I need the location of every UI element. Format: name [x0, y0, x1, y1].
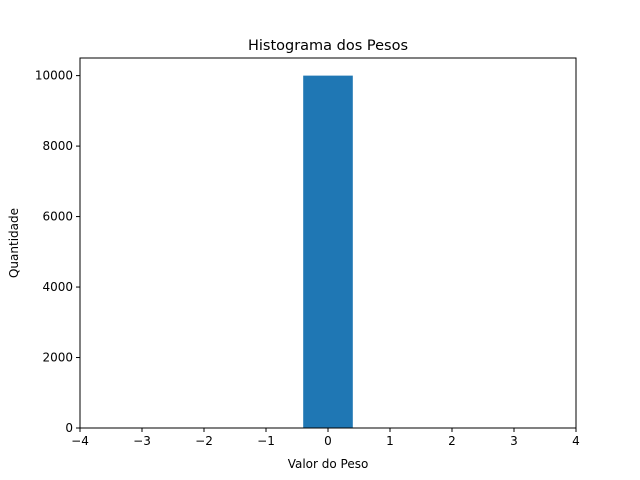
x-tick-label: −3: [133, 434, 151, 448]
y-tick-label: 6000: [42, 210, 73, 224]
x-tick-label: 2: [448, 434, 456, 448]
chart-title: Histograma dos Pesos: [248, 38, 408, 54]
y-tick-label: 4000: [42, 280, 73, 294]
y-ticks-group: 0 2000 4000 6000 8000 10000: [35, 69, 80, 435]
y-tick-label: 8000: [42, 139, 73, 153]
x-tick-label: 0: [324, 434, 332, 448]
x-tick-label: −2: [195, 434, 213, 448]
x-tick-label: 3: [510, 434, 518, 448]
x-axis-label: Valor do Peso: [288, 457, 369, 471]
histogram-bar: [303, 75, 353, 428]
x-ticks-group: −4 −3 −2 −1 0 1 2 3 4: [71, 428, 580, 448]
x-tick-label: 4: [572, 434, 580, 448]
x-tick-label: −4: [71, 434, 89, 448]
y-axis-label: Quantidade: [7, 208, 21, 278]
y-tick-label: 0: [65, 421, 73, 435]
x-tick-label: 1: [386, 434, 394, 448]
y-tick-label: 10000: [35, 69, 73, 83]
y-tick-label: 2000: [42, 351, 73, 365]
bars-group: [303, 75, 353, 428]
x-tick-label: −1: [257, 434, 275, 448]
